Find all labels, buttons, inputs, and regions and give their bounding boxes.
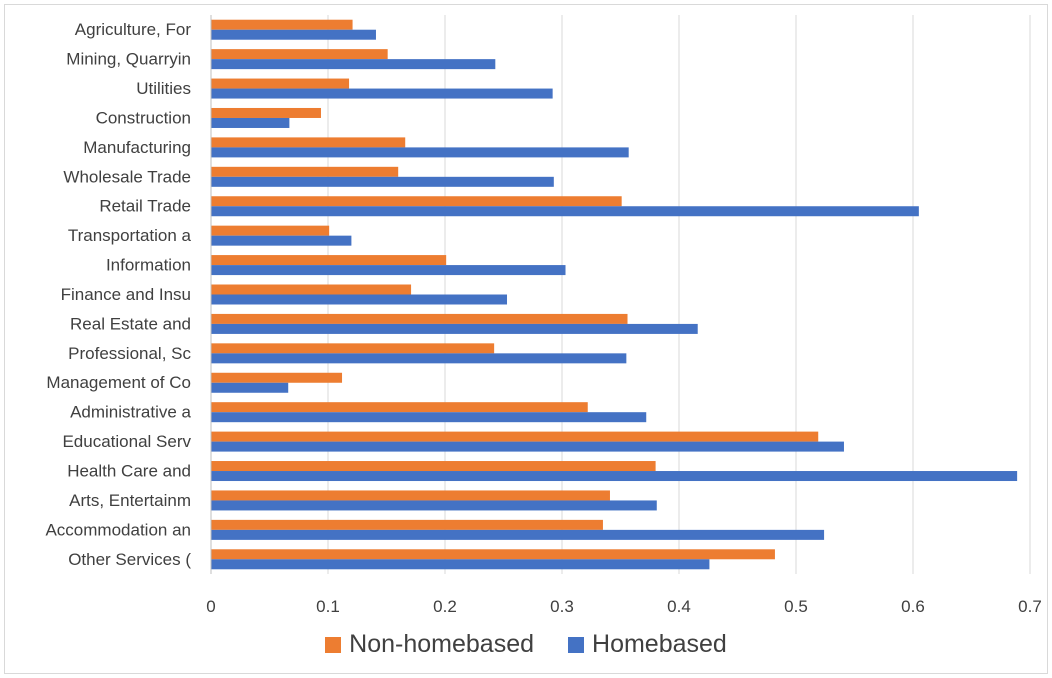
- bar-homebased: [211, 147, 629, 158]
- legend-swatch-homebased: [568, 636, 585, 653]
- category-label: Transportation a: [68, 226, 192, 245]
- category-label: Administrative a: [70, 403, 191, 422]
- legend-label-non-homebased: Non-homebased: [349, 630, 535, 658]
- bar-non-homebased: [211, 372, 343, 383]
- legend-item-homebased: Homebased: [568, 630, 727, 659]
- bar-homebased: [211, 323, 698, 334]
- legend-label-homebased: Homebased: [592, 630, 727, 658]
- bars: [211, 19, 1018, 570]
- category-label: Wholesale Trade: [63, 167, 191, 186]
- category-label: Mining, Quarryin: [66, 50, 191, 69]
- bar-non-homebased: [211, 343, 495, 354]
- bar-non-homebased: [211, 313, 628, 324]
- legend: Non-homebased Homebased: [0, 630, 1052, 659]
- x-tick-label: 0.2: [433, 597, 457, 616]
- category-label: Retail Trade: [99, 197, 191, 216]
- bar-homebased: [211, 412, 647, 423]
- bar-non-homebased: [211, 255, 447, 266]
- bar-non-homebased: [211, 137, 406, 148]
- bar-non-homebased: [211, 166, 399, 177]
- category-label: Agriculture, For: [75, 20, 192, 39]
- legend-swatch-non-homebased: [325, 636, 342, 653]
- category-label: Information: [106, 256, 191, 275]
- bar-non-homebased: [211, 107, 321, 118]
- bar-non-homebased: [211, 284, 412, 295]
- x-tick-label: 0.5: [784, 597, 808, 616]
- bar-homebased: [211, 441, 844, 452]
- category-label: Health Care and: [67, 462, 191, 481]
- x-tick-labels: 0 0.1 0.2 0.3 0.4 0.5 0.6 0.7: [206, 597, 1042, 616]
- bar-non-homebased: [211, 49, 388, 60]
- bar-homebased: [211, 117, 290, 128]
- bar-non-homebased: [211, 196, 622, 207]
- category-label: Educational Serv: [62, 432, 191, 451]
- category-label: Other Services (: [68, 550, 191, 569]
- bar-homebased: [211, 29, 376, 40]
- category-label: Finance and Insu: [61, 285, 191, 304]
- bar-homebased: [211, 176, 554, 187]
- bar-homebased: [211, 294, 508, 305]
- bar-non-homebased: [211, 78, 350, 89]
- category-label: Accommodation an: [45, 520, 191, 539]
- x-tick-label: 0.4: [667, 597, 691, 616]
- category-label: Manufacturing: [83, 138, 191, 157]
- bar-homebased: [211, 382, 289, 393]
- bar-non-homebased: [211, 549, 775, 560]
- category-label: Utilities: [136, 79, 191, 98]
- bar-homebased: [211, 353, 627, 364]
- bar-non-homebased: [211, 490, 610, 501]
- legend-item-non-homebased: Non-homebased: [325, 630, 534, 659]
- bar-homebased: [211, 500, 657, 511]
- category-labels: Agriculture, For Mining, Quarryin Utilitie…: [45, 20, 191, 569]
- bar-homebased: [211, 529, 825, 540]
- bar-non-homebased: [211, 225, 330, 236]
- bar-homebased: [211, 265, 566, 276]
- category-label: Management of Co: [46, 373, 191, 392]
- bar-non-homebased: [211, 19, 353, 30]
- x-tick-label: 0: [206, 597, 215, 616]
- x-tick-label: 0.7: [1018, 597, 1042, 616]
- x-tick-label: 0.1: [316, 597, 340, 616]
- bar-non-homebased: [211, 431, 819, 442]
- category-label: Arts, Entertainm: [69, 491, 191, 510]
- bar-non-homebased: [211, 519, 603, 530]
- category-label: Construction: [96, 108, 191, 127]
- bar-non-homebased: [211, 402, 588, 413]
- bar-homebased: [211, 235, 352, 246]
- bar-non-homebased: [211, 461, 656, 472]
- x-tick-label: 0.6: [901, 597, 925, 616]
- bar-homebased: [211, 59, 496, 70]
- bar-homebased: [211, 471, 1018, 482]
- category-label: Real Estate and: [70, 314, 191, 333]
- x-tick-label: 0.3: [550, 597, 574, 616]
- bar-homebased: [211, 559, 710, 570]
- category-label: Professional, Sc: [68, 344, 191, 363]
- bar-homebased: [211, 88, 553, 99]
- bar-homebased: [211, 206, 919, 217]
